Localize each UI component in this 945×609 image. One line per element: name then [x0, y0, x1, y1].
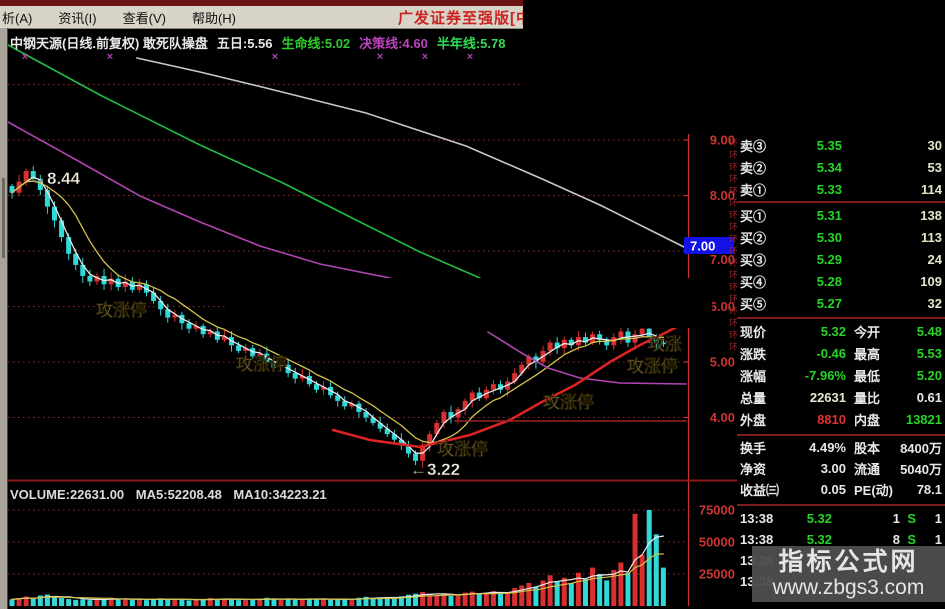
- level-price: 5.31: [816, 207, 842, 223]
- volume-value: VOLUME:22631.00: [10, 487, 125, 502]
- level-label: 买③: [740, 252, 767, 268]
- svg-text:×: ×: [377, 51, 383, 63]
- volume-ma10: MA10:34223.21: [233, 487, 327, 502]
- watermark-title: 指标公式网: [778, 548, 919, 576]
- tick-row-1: 13:38 5.32 8 S 1: [740, 532, 942, 547]
- svg-text:攻涨停: 攻涨停: [437, 439, 488, 459]
- bid-row-3[interactable]: 买③ 5.29 24: [737, 248, 945, 270]
- bid-row-5[interactable]: 买⑤ 5.27 32: [737, 292, 945, 314]
- svg-text:×: ×: [467, 51, 473, 63]
- level-label: 买④: [740, 274, 767, 290]
- svg-text:←8.44: ←8.44: [30, 169, 81, 188]
- svg-text:7.00: 7.00: [710, 252, 735, 267]
- svg-text:9.00: 9.00: [710, 133, 735, 148]
- ask-row-1[interactable]: 卖① 5.33 114: [737, 178, 945, 200]
- level-price: 5.29: [816, 251, 842, 267]
- menu-item-1[interactable]: 资讯(I): [58, 10, 97, 26]
- level-volume: 114: [921, 181, 942, 197]
- bid-row-1[interactable]: 买① 5.31 138: [737, 204, 945, 226]
- svg-text:×: ×: [422, 51, 428, 63]
- censored-region-top: [523, 0, 945, 134]
- level-volume: 32: [927, 295, 942, 311]
- menu-item-0[interactable]: 析(A): [2, 10, 33, 26]
- svg-text:×: ×: [22, 51, 28, 63]
- panel-separator: [737, 317, 945, 319]
- level-volume: 53: [927, 159, 942, 175]
- censored-region-middle: [228, 278, 712, 328]
- svg-text:50000: 50000: [699, 535, 735, 550]
- level-price: 5.34: [816, 159, 842, 175]
- chart-header-segment-3: 决策线:4.60: [359, 35, 428, 51]
- svg-text:×: ×: [107, 51, 113, 63]
- quote-row-2: 涨幅 -7.96% 最低 5.20: [740, 367, 942, 384]
- quote-row-0: 现价 5.32 今开 5.48: [740, 323, 942, 340]
- svg-text:75000: 75000: [699, 503, 735, 518]
- menu-item-3[interactable]: 帮助(H): [191, 10, 237, 26]
- chart-header-segment-0: 中钢天源(日线.前复权) 敢死队操盘: [10, 35, 208, 51]
- svg-text:攻涨停: 攻涨停: [96, 300, 147, 320]
- vertical-text-strip: 环环环环环环环环环环环环环环环环环环: [728, 138, 738, 354]
- level-price: 5.35: [816, 137, 842, 153]
- app-title: 广发证券至强版[中: [398, 10, 532, 27]
- svg-text:攻涨: 攻涨: [648, 334, 682, 354]
- svg-text:攻涨停: 攻涨停: [543, 392, 594, 412]
- level-price: 5.27: [816, 295, 842, 311]
- level-label: 买①: [740, 208, 767, 224]
- svg-text:8.00: 8.00: [710, 188, 735, 203]
- watermark: 指标公式网 www.zbgs3.com: [752, 546, 945, 602]
- chart-header-segment-2: 生命线:5.02: [281, 35, 351, 51]
- chart-header: 中钢天源(日线.前复权) 敢死队操盘 五日:5.56 生命线:5.02 决策线:4.6…: [10, 31, 505, 53]
- svg-text:←3.22: ←3.22: [410, 460, 460, 479]
- watermark-url: www.zbgs3.com: [772, 576, 925, 599]
- level-volume: 30: [927, 137, 942, 153]
- level-label: 卖①: [740, 182, 767, 198]
- level-label: 买⑤: [740, 296, 767, 312]
- panel-separator: [737, 201, 945, 203]
- volume-header: VOLUME:22631.00 MA5:52208.48 MA10:34223.…: [10, 487, 335, 502]
- svg-text:5.00: 5.00: [710, 355, 735, 370]
- volume-ma5: MA5:52208.48: [135, 487, 222, 502]
- level-volume: 138: [920, 207, 942, 223]
- svg-text:6.00: 6.00: [710, 299, 735, 314]
- level-volume: 109: [920, 273, 942, 289]
- level-label: 卖③: [740, 138, 767, 154]
- panel-separator: [737, 434, 945, 436]
- tick-row-0: 13:38 5.32 1 S 1: [740, 511, 942, 526]
- level-label: 买②: [740, 230, 767, 246]
- svg-text:25000: 25000: [699, 567, 735, 582]
- quote-row-4: 外盘 8810 内盘 13821: [740, 411, 942, 428]
- quote-row-3: 总量 22631 量比 0.61: [740, 389, 942, 406]
- chart-header-segment-4: 半年线:5.78: [436, 35, 506, 51]
- level-price: 5.33: [816, 181, 842, 197]
- level-volume: 24: [927, 251, 942, 267]
- svg-text:攻涨停: 攻涨停: [236, 354, 287, 374]
- quote-row-1: 涨跌 -0.46 最高 5.53: [740, 345, 942, 362]
- svg-text:×: ×: [272, 51, 278, 63]
- window-title-edge: [0, 0, 945, 6]
- svg-text:4.00: 4.00: [710, 410, 735, 425]
- svg-text:7.00: 7.00: [690, 239, 715, 254]
- stat-row-2: 收益㈢ 0.05 PE(动) 78.1: [740, 482, 942, 498]
- stat-row-0: 换手 4.49% 股本 8400万: [740, 440, 942, 456]
- ask-row-3[interactable]: 卖③ 5.35 30: [737, 134, 945, 156]
- svg-text:攻涨停: 攻涨停: [627, 356, 678, 376]
- stat-row-1: 净资 3.00 流通 5040万: [740, 461, 942, 477]
- level-volume: 113: [921, 229, 942, 245]
- menu-item-2[interactable]: 查看(V): [122, 10, 166, 26]
- level-price: 5.30: [816, 229, 842, 245]
- window-left-border: [0, 28, 8, 609]
- panel-separator: [737, 504, 945, 506]
- level-price: 5.28: [816, 273, 842, 289]
- bid-row-4[interactable]: 买④ 5.28 109: [737, 270, 945, 292]
- ask-row-2[interactable]: 卖② 5.34 53: [737, 156, 945, 178]
- chart-header-segment-1: 五日:5.56: [216, 35, 273, 51]
- bid-row-2[interactable]: 买② 5.30 113: [737, 226, 945, 248]
- level-label: 卖②: [740, 160, 767, 176]
